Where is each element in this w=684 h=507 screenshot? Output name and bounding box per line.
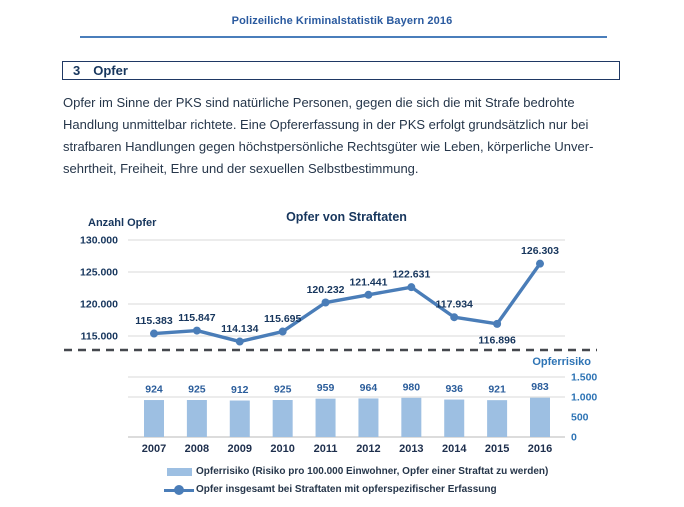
svg-text:2007: 2007 — [142, 443, 166, 455]
svg-text:116.896: 116.896 — [478, 334, 516, 346]
section-heading-box: 3 Opfer — [62, 61, 620, 80]
svg-text:120.232: 120.232 — [307, 284, 345, 296]
svg-text:115.847: 115.847 — [178, 312, 216, 324]
svg-text:115.383: 115.383 — [135, 315, 173, 327]
svg-text:912: 912 — [231, 384, 249, 396]
svg-text:2008: 2008 — [185, 443, 209, 455]
legend-label-opferrisiko: Opferrisiko (Risiko pro 100.000 Einwohne… — [196, 466, 549, 477]
svg-text:126.303: 126.303 — [521, 245, 559, 257]
svg-text:114.134: 114.134 — [221, 323, 259, 335]
page-header-title: Polizeiliche Kriminalstatistik Bayern 20… — [231, 15, 453, 27]
secondary-axis-caption: Opferrisiko — [532, 356, 591, 368]
body-line: Handlung unmittelbar richtete. Eine Opfe… — [63, 117, 589, 132]
svg-text:2010: 2010 — [270, 443, 294, 455]
svg-text:959: 959 — [317, 382, 335, 394]
body-line: sehrtheit, Freiheit, Ehre und der sexuel… — [63, 161, 419, 176]
primary-gridlines: 115.000 120.000 125.000 130.000 — [80, 235, 565, 343]
svg-text:120.000: 120.000 — [80, 299, 118, 311]
legend-bar-swatch-icon — [167, 468, 192, 476]
victims-combo-chart: 115.000 120.000 125.000 130.000 0 500 1.000 1.5… — [64, 210, 597, 455]
legend-label-opfer-insgesamt: Opfer insgesamt bei Straftaten mit opfer… — [196, 484, 497, 495]
svg-text:125.000: 125.000 — [80, 267, 118, 279]
header-divider-rule — [80, 36, 607, 38]
svg-text:117.934: 117.934 — [436, 299, 474, 311]
svg-text:2014: 2014 — [442, 443, 467, 455]
svg-text:925: 925 — [274, 384, 292, 396]
svg-text:2013: 2013 — [399, 443, 423, 455]
svg-text:2012: 2012 — [356, 443, 380, 455]
svg-text:983: 983 — [531, 381, 549, 393]
svg-text:115.695: 115.695 — [264, 313, 302, 325]
bar-series-opferrisiko: 924 925 912 925 959 964 980 936 921 983 — [144, 381, 550, 437]
svg-text:130.000: 130.000 — [80, 235, 118, 247]
svg-text:2016: 2016 — [528, 443, 552, 455]
svg-text:964: 964 — [360, 382, 378, 394]
svg-text:925: 925 — [188, 384, 206, 396]
section-title: Opfer — [93, 63, 128, 78]
body-line: Opfer im Sinne der PKS sind natürliche P… — [63, 95, 575, 110]
body-paragraph: Opfer im Sinne der PKS sind natürliche P… — [63, 92, 623, 180]
section-number: 3 — [73, 63, 81, 78]
svg-text:115.000: 115.000 — [81, 331, 119, 343]
svg-text:924: 924 — [145, 384, 163, 396]
chart-title: Opfer von Straftaten — [286, 210, 407, 224]
svg-text:0: 0 — [571, 432, 577, 444]
svg-text:980: 980 — [403, 381, 421, 393]
primary-axis-caption: Anzahl Opfer — [88, 217, 157, 229]
svg-text:936: 936 — [445, 383, 463, 395]
category-axis-labels: 2007 2008 2009 2010 2011 2012 2013 2014 2015 2016 — [142, 443, 552, 455]
line-series-opfer-insgesamt: 115.383 115.847 114.134 115.695 120.232 121.4… — [135, 245, 559, 346]
svg-text:122.631: 122.631 — [392, 269, 430, 281]
svg-text:1.000: 1.000 — [571, 392, 597, 404]
svg-text:2011: 2011 — [314, 443, 338, 455]
svg-text:2009: 2009 — [228, 443, 252, 455]
svg-text:921: 921 — [488, 384, 506, 396]
body-line: strafbaren Handlungen gegen höchstpersön… — [63, 139, 594, 154]
svg-text:1.500: 1.500 — [571, 372, 597, 384]
svg-text:2015: 2015 — [485, 443, 509, 455]
svg-text:500: 500 — [571, 412, 589, 424]
svg-text:121.441: 121.441 — [349, 276, 387, 288]
legend-line-marker-icon — [174, 485, 184, 495]
